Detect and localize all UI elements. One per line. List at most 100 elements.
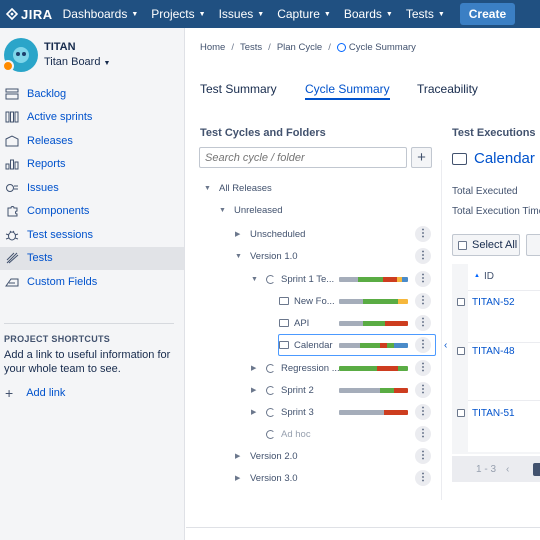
tree-node[interactable]: API ⋮ <box>200 312 440 334</box>
expand-closed-icon[interactable]: ▶ <box>251 365 257 372</box>
more-options-icon[interactable]: ⋮ <box>415 448 431 464</box>
tree-node[interactable]: ▶ Version 2.0 ⋮ <box>200 445 440 467</box>
select-all-button[interactable]: Select All <box>452 234 520 256</box>
tab-test-summary[interactable]: Test Summary <box>200 82 277 96</box>
pagination: 1 - 3 ‹ <box>452 456 540 482</box>
more-options-icon[interactable]: ⋮ <box>415 337 431 353</box>
progress-segment <box>358 276 384 282</box>
more-options-icon[interactable]: ⋮ <box>415 404 431 420</box>
more-options-icon[interactable]: ⋮ <box>415 360 431 376</box>
progress-segment <box>339 276 359 282</box>
expand-closed-icon[interactable]: ▶ <box>235 453 241 460</box>
sidebar-item-backlog[interactable]: Backlog <box>0 82 184 106</box>
sort-icon: ▲ <box>474 273 480 279</box>
nav-dashboards[interactable]: Dashboards ▼ <box>63 7 139 21</box>
execution-issue-link[interactable]: TITAN-48 <box>472 346 515 357</box>
more-options-icon[interactable]: ⋮ <box>415 248 431 264</box>
issues-icon <box>4 181 20 195</box>
cycle-icon <box>266 407 275 417</box>
more-options-icon[interactable]: ⋮ <box>415 426 431 442</box>
execution-issue-link[interactable]: TITAN-52 <box>472 297 515 308</box>
tree-node[interactable]: ▼ Unreleased <box>200 199 440 221</box>
id-column-header[interactable]: ▲ ID <box>468 262 540 290</box>
sidebar-item-test-sessions[interactable]: Test sessions <box>0 223 184 247</box>
nav-boards[interactable]: Boards ▼ <box>344 7 393 21</box>
progress-segment <box>339 387 381 393</box>
more-options-icon[interactable]: ⋮ <box>415 293 431 309</box>
tree-node[interactable]: ▼ All Releases <box>200 177 440 199</box>
chevron-down-icon: ▼ <box>257 10 265 18</box>
tab-cycle-summary[interactable]: Cycle Summary <box>305 82 390 100</box>
pager-prev-icon[interactable]: ‹ <box>506 463 510 475</box>
tree-node[interactable]: Calendar ⋮ <box>200 334 440 356</box>
sidebar-item-releases[interactable]: Releases <box>0 129 184 153</box>
releases-icon <box>4 134 20 148</box>
robot-eye-icon <box>22 52 26 56</box>
top-navigation: JIRA Dashboards ▼ Projects ▼ Issues ▼ Captu… <box>0 0 540 28</box>
nav-issues[interactable]: Issues ▼ <box>219 7 265 21</box>
pager-current-page[interactable] <box>533 463 540 476</box>
tree-node[interactable]: New Fo... ⋮ <box>200 290 440 312</box>
breadcrumb: Home / Tests / Plan Cycle / Cycle Summar… <box>200 42 416 53</box>
plus-icon: + <box>417 149 426 166</box>
nav-tests[interactable]: Tests ▼ <box>406 7 445 21</box>
selected-folder-title: Calendar <box>452 150 535 167</box>
sidebar-item-label: Releases <box>27 134 73 147</box>
expand-open-icon[interactable]: ▼ <box>204 184 211 192</box>
execution-issue-link[interactable]: TITAN-51 <box>472 408 515 419</box>
tree-node[interactable]: ▼ Sprint 1 Te... ⋮ <box>200 268 440 290</box>
collapse-panel-icon[interactable]: ‹ <box>444 340 448 351</box>
tree-node[interactable]: ▶ Regression ... ⋮ <box>200 357 440 379</box>
expand-open-icon[interactable]: ▼ <box>235 252 242 260</box>
progress-segment <box>397 298 408 304</box>
project-name[interactable]: TITAN <box>44 41 76 53</box>
sidebar-item-label: Tests <box>27 252 53 265</box>
add-cycle-button[interactable]: + <box>411 147 432 168</box>
search-cycle-input[interactable] <box>199 147 407 168</box>
expand-closed-icon[interactable]: ▶ <box>235 475 241 482</box>
tree-node[interactable]: ▶ Sprint 3 ⋮ <box>200 401 440 423</box>
row-checkbox[interactable] <box>457 298 465 306</box>
jira-logo[interactable]: JIRA <box>6 7 53 22</box>
add-link-button[interactable]: + Add link <box>4 385 65 401</box>
more-options-icon[interactable]: ⋮ <box>415 382 431 398</box>
expand-open-icon[interactable]: ▼ <box>251 275 258 283</box>
nav-capture[interactable]: Capture ▼ <box>277 7 331 21</box>
expand-closed-icon[interactable]: ▶ <box>235 231 241 238</box>
breadcrumb-plan-cycle[interactable]: Plan Cycle <box>276 42 323 53</box>
tree-node-label: Calendar <box>294 339 333 351</box>
row-checkbox[interactable] <box>457 409 465 417</box>
progress-segment <box>339 409 384 415</box>
sidebar-item-issues[interactable]: Issues <box>0 176 184 200</box>
sidebar-item-reports[interactable]: Reports <box>0 153 184 177</box>
nav-dashboards-label: Dashboards <box>62 7 128 21</box>
expand-open-icon[interactable]: ▼ <box>219 206 226 214</box>
breadcrumb-home[interactable]: Home <box>200 42 226 53</box>
tree-node[interactable]: Ad hoc ⋮ <box>200 423 440 445</box>
tree-node[interactable]: ▶ Version 3.0 ⋮ <box>200 467 440 489</box>
tab-traceability[interactable]: Traceability <box>417 82 478 96</box>
tree-node[interactable]: ▶ Sprint 2 ⋮ <box>200 379 440 401</box>
breadcrumb-cycle-summary[interactable]: Cycle Summary <box>348 42 416 53</box>
nav-projects[interactable]: Projects ▼ <box>151 7 205 21</box>
sidebar-item-components[interactable]: Components <box>0 200 184 224</box>
more-options-icon[interactable]: ⋮ <box>415 226 431 242</box>
row-checkbox[interactable] <box>457 347 465 355</box>
toolbar-button[interactable] <box>526 234 540 256</box>
expand-closed-icon[interactable]: ▶ <box>251 387 257 394</box>
sidebar-item-active-sprints[interactable]: Active sprints <box>0 106 184 130</box>
tree-node[interactable]: ▼ Version 1.0 ⋮ <box>200 245 440 267</box>
more-options-icon[interactable]: ⋮ <box>415 315 431 331</box>
sidebar-item-tests[interactable]: Tests <box>0 246 184 270</box>
sidebar-item-custom-fields[interactable]: Custom Fields <box>0 270 184 294</box>
tree-node[interactable]: ▶ Unscheduled ⋮ <box>200 223 440 245</box>
create-button[interactable]: Create <box>459 3 516 25</box>
board-selector[interactable]: Titan Board ▼ <box>44 56 110 68</box>
nav-projects-label: Projects <box>151 7 195 21</box>
more-options-icon[interactable]: ⋮ <box>415 271 431 287</box>
more-options-icon[interactable]: ⋮ <box>415 470 431 486</box>
breadcrumb-tests[interactable]: Tests <box>239 42 263 53</box>
backlog-icon <box>4 87 20 101</box>
expand-closed-icon[interactable]: ▶ <box>251 409 257 416</box>
shortcuts-heading: PROJECT SHORTCUTS <box>4 334 111 344</box>
